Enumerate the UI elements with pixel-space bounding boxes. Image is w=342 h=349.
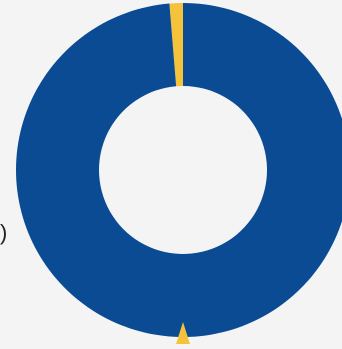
donut-slice-1 bbox=[16, 3, 342, 337]
donut-slice-0 bbox=[169, 3, 183, 87]
legend-label-fragment: ) bbox=[0, 220, 8, 245]
bottom-slice-marker bbox=[176, 322, 190, 344]
